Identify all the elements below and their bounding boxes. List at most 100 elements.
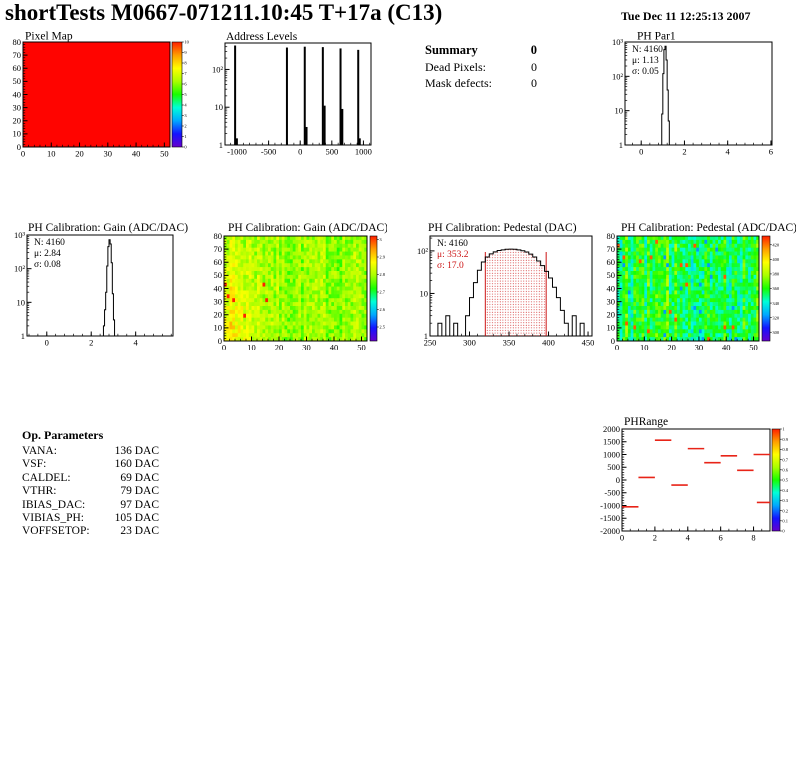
axis-tick-label: 80 — [607, 231, 616, 241]
colorbar-tick-label: 380 — [772, 272, 780, 277]
axis-tick-label: 10² — [417, 246, 429, 256]
plot-title: Pixel Map — [25, 31, 73, 43]
op-parameter-row: IBIAS_DAC: 97 DAC — [22, 499, 159, 512]
stats-text: σ: 0.05 — [632, 67, 659, 77]
axis-tick-label: 500 — [607, 462, 620, 472]
summary-block: Summary 0 Dead Pixels: 0 Mask defects: 0 — [425, 42, 537, 92]
histogram-curve — [101, 239, 116, 337]
axis-tick-label: 20 — [275, 343, 284, 351]
op-parameter-label: VOFFSETOP: — [22, 525, 90, 538]
colorbar-tick-label: 1 — [184, 134, 186, 139]
axis-tick-label: 40 — [132, 149, 141, 159]
axis-tick-label: 300 — [463, 338, 476, 348]
axis-tick-label: -500 — [261, 147, 277, 157]
axis-tick-label: -1000 — [600, 500, 620, 510]
axis-tick-label: 10 — [247, 343, 256, 351]
axis-tick-label: 20 — [607, 310, 616, 320]
axis-tick-label: 50 — [607, 270, 616, 280]
op-parameter-row: VANA: 136 DAC — [22, 445, 159, 458]
axis-tick-label: 30 — [302, 343, 311, 351]
colorbar-tick-label: 0.4 — [782, 488, 788, 493]
chart-ph-range: PHRange 0 2 4 6 8 2000 1500 1000 500 0 -500 -1000 -15… — [600, 416, 789, 543]
op-parameter-value: 97 DAC — [120, 498, 159, 511]
timestamp: Tue Dec 11 12:25:13 2007 — [621, 9, 751, 23]
plot-title: PH Calibration: Gain (ADC/DAC) — [28, 222, 188, 234]
axis-tick-label: 40 — [214, 283, 223, 293]
axis-tick-label: 10 — [607, 323, 616, 333]
op-parameter-label: VTHR: — [22, 485, 57, 498]
axis-tick-label: 1 — [619, 140, 623, 150]
axis-tick-label: 10 — [17, 297, 26, 307]
stats-text: μ: 1.13 — [632, 56, 659, 66]
op-parameter-label: IBIAS_DAC: — [22, 498, 86, 511]
op-parameter-label: VIBIAS_PH: — [22, 512, 84, 525]
colorbar-tick-label: 340 — [772, 301, 780, 306]
axis-tick-label: 40 — [722, 343, 731, 351]
op-parameter-label: VSF: — [22, 458, 47, 471]
axis-tick-label: 1 — [219, 140, 223, 150]
plot-title: PH Calibration: Pedestal (DAC) — [428, 222, 577, 234]
axis-tick-label: 30 — [695, 343, 704, 351]
axis-tick-label: 10 — [214, 323, 223, 333]
op-parameter-row: VTHR: 79 DAC — [22, 485, 159, 498]
colorbar-tick-label: 0.8 — [782, 447, 788, 452]
colorbar — [771, 428, 781, 532]
axis-tick-label: 10 — [640, 343, 649, 351]
chart-address-levels: Address Levels -1000 -500 0 500 1000 1 10 10² — [212, 31, 372, 157]
axis-tick-label: 6 — [769, 147, 773, 157]
colorbar — [171, 41, 183, 148]
axis-tick-label: 30 — [214, 296, 223, 306]
plot-frame — [621, 428, 771, 532]
axis-tick-label: -1000 — [227, 147, 247, 157]
axis-tick-label: 0 — [222, 343, 226, 351]
stats-text: μ: 353.2 — [437, 250, 469, 260]
colorbar-tick-label: 2.8 — [379, 272, 385, 277]
axis-tick-label: 1000 — [355, 147, 372, 157]
colorbar-tick-label: 2.6 — [379, 307, 385, 312]
op-parameter-row: CALDEL: 69 DAC — [22, 472, 159, 485]
colorbar-tick-label: 2.9 — [379, 255, 385, 260]
chart-ped-hist: PH Calibration: Pedestal (DAC) 250 300 350 4… — [417, 222, 594, 348]
axis-tick-label: 0 — [45, 338, 49, 348]
axis-tick-label: 20 — [214, 310, 223, 320]
stats-text: N: 4160 — [34, 238, 65, 248]
axis-tick-label: 20 — [667, 343, 676, 351]
axis-tick-label: 250 — [424, 338, 437, 348]
colorbar — [369, 235, 378, 342]
op-parameter-value: 79 DAC — [120, 485, 159, 498]
axis-tick-label: 2 — [89, 338, 93, 348]
colorbar-tick-label: 300 — [772, 330, 780, 335]
axis-tick-label: 70 — [13, 50, 22, 60]
op-parameter-row: VIBIAS_PH: 105 DAC — [22, 512, 159, 525]
colorbar-tick-label: 1 — [782, 427, 784, 432]
axis-tick-label: 10 — [215, 102, 224, 112]
axis-tick-label: 10 — [13, 129, 22, 139]
axis-tick-label: 70 — [607, 244, 616, 254]
axis-tick-label: 60 — [13, 63, 22, 73]
axis-tick-label: 0 — [615, 343, 619, 351]
colorbar-tick-label: 3 — [184, 113, 187, 118]
colorbar-tick-label: 9 — [184, 50, 187, 55]
colorbar-tick-label: 3 — [379, 237, 382, 242]
colorbar-tick-label: 0.3 — [782, 498, 788, 503]
axis-tick-label: 0 — [218, 336, 222, 346]
axis-tick-label: 400 — [542, 338, 555, 348]
axis-tick-label: 70 — [214, 244, 223, 254]
axis-tick-label: 2000 — [603, 424, 620, 434]
plot-title: Address Levels — [226, 31, 298, 43]
chart-gain-hist: PH Calibration: Gain (ADC/DAC) 0 2 4 1 10 10² 1… — [14, 222, 188, 348]
op-parameter-value: 23 DAC — [120, 525, 159, 538]
axis-tick-label: -2000 — [600, 526, 620, 536]
summary-row: Dead Pixels: 0 — [425, 59, 537, 76]
stats-text: N: 4160 — [632, 45, 663, 55]
summary-row-value: 0 — [531, 76, 537, 90]
op-parameter-value: 69 DAC — [120, 471, 159, 484]
colorbar — [761, 235, 771, 342]
colorbar-tick-label: 400 — [772, 257, 780, 262]
summary-row: Mask defects: 0 — [425, 75, 537, 92]
axis-tick-label: 50 — [214, 270, 223, 280]
stats-text: μ: 2.84 — [34, 249, 61, 259]
